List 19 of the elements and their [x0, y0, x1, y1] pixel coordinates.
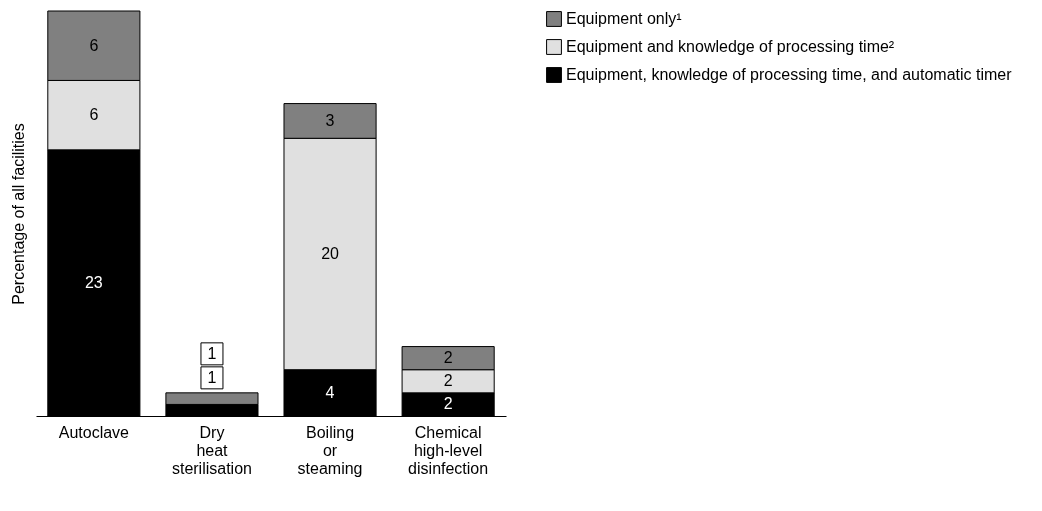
legend-label: Equipment, knowledge of processing time, and automatic timer: [566, 66, 1013, 83]
data-label: 1: [207, 344, 217, 362]
data-label: 2: [443, 349, 453, 367]
legend-label: Equipment only¹: [566, 10, 682, 27]
y-axis-title: Percentage of all facilities: [9, 123, 27, 305]
data-label: 20: [321, 245, 340, 262]
data-label: 1: [207, 368, 217, 386]
data-label: 6: [89, 106, 99, 124]
x-tick-label: Dry heat sterilisation: [171, 423, 252, 477]
data-label: 2: [443, 372, 453, 390]
data-label: 6: [89, 36, 99, 54]
x-tick-label: Boiling or steaming: [297, 423, 363, 477]
x-tick-label: Autoclave: [58, 423, 130, 441]
data-label: 2: [443, 395, 453, 413]
data-label: 4: [325, 383, 335, 401]
data-label: 3: [325, 111, 335, 129]
legend-label: Equipment and knowledge of processing time²: [566, 38, 895, 55]
x-tick-label: Chemical high-level disinfection: [408, 423, 489, 477]
data-label: 23: [84, 273, 103, 291]
